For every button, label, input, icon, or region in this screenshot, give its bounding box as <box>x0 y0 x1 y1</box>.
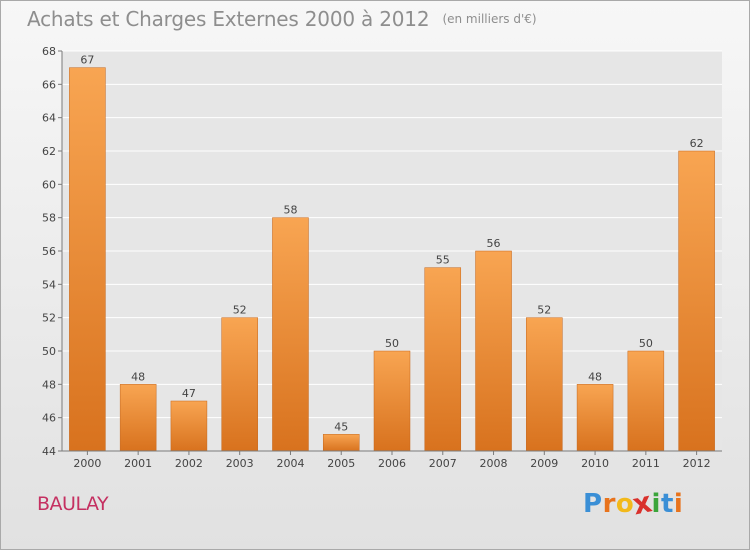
logo-letter: t <box>660 489 674 519</box>
data-label: 56 <box>487 237 501 250</box>
data-label: 47 <box>182 387 196 400</box>
data-label: 50 <box>385 337 399 350</box>
y-tick-label: 54 <box>42 278 56 291</box>
title-row: Achats et Charges Externes 2000 à 2012 (… <box>27 7 537 31</box>
x-tick-label: 2008 <box>480 457 508 470</box>
x-tick-label: 2005 <box>327 457 355 470</box>
bar <box>272 217 309 452</box>
bar <box>119 384 157 452</box>
logo-letter: P <box>583 489 603 519</box>
x-tick-label: 2001 <box>124 457 152 470</box>
y-tick-label: 68 <box>42 45 56 58</box>
data-label: 67 <box>80 54 94 67</box>
data-label: 62 <box>690 137 704 150</box>
bar <box>678 150 715 452</box>
logo-letter: i <box>673 489 684 519</box>
bar <box>322 434 360 452</box>
chart-title: Achats et Charges Externes 2000 à 2012 <box>27 7 430 31</box>
data-label: 45 <box>334 420 348 433</box>
y-tick-label: 46 <box>42 412 56 425</box>
logo-letter: r <box>602 489 616 519</box>
chart-subtitle: (en milliers d'€) <box>442 12 537 26</box>
y-tick-label: 50 <box>42 345 56 358</box>
y-tick-label: 58 <box>42 212 56 225</box>
x-tick-label: 2006 <box>378 457 406 470</box>
place-name: BAULAY <box>37 493 109 515</box>
logo-letter: o <box>615 489 635 519</box>
y-tick-label: 48 <box>42 378 56 391</box>
x-tick-label: 2010 <box>581 457 609 470</box>
bar <box>627 350 665 452</box>
data-label: 48 <box>131 370 145 383</box>
x-tick-label: 2011 <box>632 457 660 470</box>
x-tick-label: 2004 <box>276 457 304 470</box>
data-label: 48 <box>588 370 602 383</box>
bar <box>424 267 462 452</box>
y-tick-label: 60 <box>42 178 56 191</box>
y-tick-label: 56 <box>42 245 56 258</box>
x-tick-label: 2003 <box>226 457 254 470</box>
data-label: 52 <box>233 304 247 317</box>
x-tick-label: 2012 <box>683 457 711 470</box>
bar <box>373 350 411 452</box>
y-tick-label: 62 <box>42 145 56 158</box>
x-tick-label: 2002 <box>175 457 203 470</box>
y-tick-label: 64 <box>42 112 56 125</box>
data-label: 58 <box>283 204 297 217</box>
data-label: 50 <box>639 337 653 350</box>
x-tick-label: 2000 <box>73 457 101 470</box>
bar <box>221 317 258 452</box>
data-label: 55 <box>436 254 450 267</box>
bar <box>526 317 563 452</box>
bar <box>576 384 614 452</box>
y-tick-label: 66 <box>42 78 56 91</box>
x-tick-label: 2009 <box>530 457 558 470</box>
bar <box>170 400 208 452</box>
y-tick-label: 52 <box>42 312 56 325</box>
y-tick-label: 44 <box>42 445 56 458</box>
data-label: 52 <box>537 304 551 317</box>
bar <box>69 67 106 452</box>
bar <box>475 250 512 452</box>
logo-letter: i <box>651 489 661 519</box>
x-tick-label: 2007 <box>429 457 457 470</box>
proxiti-logo: Proxiti <box>583 486 684 522</box>
